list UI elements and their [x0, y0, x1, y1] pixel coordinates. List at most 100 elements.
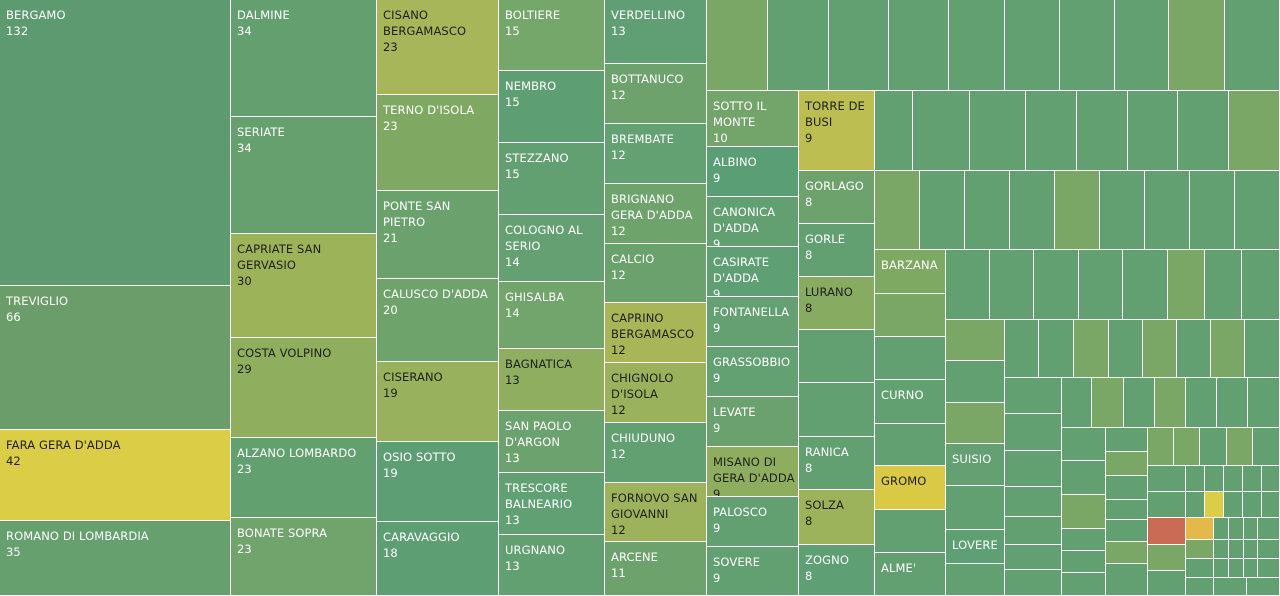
treemap-tile[interactable] [1055, 171, 1100, 250]
treemap-tile-casirate-dadda[interactable]: CASIRATE D'ADDA 9 [707, 247, 799, 297]
treemap-tile-suisio[interactable]: SUISIO [946, 444, 1005, 486]
treemap-tile[interactable] [1186, 378, 1217, 428]
treemap-tile[interactable] [1245, 320, 1280, 378]
treemap-tile-gromo[interactable]: GROMO [875, 466, 946, 510]
treemap-tile[interactable] [946, 403, 1005, 444]
treemap-tile[interactable] [1106, 452, 1148, 476]
treemap-tile[interactable] [1145, 171, 1190, 250]
treemap-tile-curno[interactable]: CURNO [875, 380, 946, 424]
treemap-tile-san-paolo-dargon[interactable]: SAN PAOLO D'ARGON 13 [499, 411, 605, 473]
treemap-tile[interactable] [1109, 320, 1143, 378]
treemap-tile[interactable] [1079, 250, 1123, 320]
treemap-tile[interactable] [1106, 428, 1148, 452]
treemap-tile[interactable] [1005, 320, 1039, 378]
treemap-tile[interactable] [1224, 466, 1243, 492]
treemap-tile[interactable] [1248, 378, 1280, 428]
treemap-tile[interactable] [1010, 171, 1055, 250]
treemap-tile[interactable] [1244, 559, 1258, 578]
treemap-tile[interactable] [1060, 0, 1115, 91]
treemap-tile[interactable] [1148, 518, 1186, 545]
treemap-tile[interactable] [1200, 428, 1227, 466]
treemap-tile-canonica-dadda[interactable]: CANONICA D'ADDA 9 [707, 197, 799, 247]
treemap-tile[interactable] [1262, 492, 1280, 518]
treemap-tile-ranica[interactable]: RANICA 8 [799, 437, 875, 490]
treemap-tile[interactable] [1034, 250, 1079, 320]
treemap-tile[interactable] [1168, 250, 1205, 320]
treemap-tile[interactable] [1242, 250, 1280, 320]
treemap-tile-solza[interactable]: SOLZA 8 [799, 490, 875, 545]
treemap-tile-gorle[interactable]: GORLE 8 [799, 224, 875, 277]
treemap-tile[interactable] [965, 171, 1010, 250]
treemap-tile[interactable] [1229, 559, 1244, 578]
treemap-tile[interactable] [1190, 171, 1235, 250]
treemap-tile-palosco[interactable]: PALOSCO 9 [707, 497, 799, 547]
treemap-tile[interactable] [1062, 529, 1106, 551]
treemap-tile[interactable] [1178, 91, 1229, 171]
treemap-tile[interactable] [1258, 518, 1280, 540]
treemap-tile-treviglio[interactable]: TREVIGLIO 66 [0, 286, 231, 430]
treemap-tile[interactable] [1062, 461, 1106, 495]
treemap-tile-cisano-bergamasco[interactable]: CISANO BERGAMASCO 23 [377, 0, 499, 95]
treemap-tile-arcene[interactable]: ARCENE 11 [605, 542, 707, 596]
treemap-tile-brembate[interactable]: BREMBATE 12 [605, 124, 707, 184]
treemap-tile-romano-di-lombardia[interactable]: ROMANO DI LOMBARDIA 35 [0, 521, 231, 596]
treemap-tile[interactable] [1244, 518, 1258, 540]
treemap-tile[interactable] [1106, 564, 1148, 596]
treemap-tile-nembro[interactable]: NEMBRO 15 [499, 71, 605, 143]
treemap-tile[interactable] [949, 0, 1005, 91]
treemap-tile[interactable] [1186, 466, 1205, 492]
treemap-tile[interactable] [1262, 466, 1280, 492]
treemap-tile[interactable] [1100, 171, 1145, 250]
treemap-tile-gorlago[interactable]: GORLAGO 8 [799, 171, 875, 224]
treemap-tile[interactable] [1005, 487, 1062, 517]
treemap-tile[interactable] [1148, 466, 1186, 492]
treemap-tile[interactable] [1005, 0, 1060, 91]
treemap-tile[interactable] [1062, 573, 1106, 596]
treemap-tile[interactable] [1124, 378, 1155, 428]
treemap-tile[interactable] [1005, 545, 1062, 570]
treemap-tile-bottanuco[interactable]: BOTTANUCO 12 [605, 64, 707, 124]
treemap-tile[interactable] [1214, 559, 1229, 578]
treemap-tile[interactable] [1224, 492, 1243, 518]
treemap-tile-albino[interactable]: ALBINO 9 [707, 147, 799, 197]
treemap-tile[interactable] [875, 171, 920, 250]
treemap-tile-fontanella[interactable]: FONTANELLA 9 [707, 297, 799, 347]
treemap-tile[interactable] [920, 171, 965, 250]
treemap-tile[interactable] [1227, 428, 1253, 466]
treemap-tile[interactable] [1186, 492, 1205, 518]
treemap-tile[interactable] [1106, 476, 1148, 500]
treemap-tile-capriate-san-gervasio[interactable]: CAPRIATE SAN GERVASIO 30 [231, 234, 377, 338]
treemap-tile-torre-de-busi[interactable]: TORRE DE BUSI 9 [799, 91, 875, 171]
treemap-tile[interactable] [1186, 559, 1214, 578]
treemap-tile-sovere[interactable]: SOVERE 9 [707, 547, 799, 596]
treemap-tile[interactable] [946, 564, 1005, 596]
treemap-tile[interactable] [1169, 0, 1225, 91]
treemap-tile[interactable] [875, 294, 946, 337]
treemap-tile-seriate[interactable]: SERIATE 34 [231, 117, 377, 234]
treemap-tile[interactable] [1106, 542, 1148, 564]
treemap-tile-alzano-lombardo[interactable]: ALZANO LOMBARDO 23 [231, 438, 377, 518]
treemap-tile-costa-volpino[interactable]: COSTA VOLPINO 29 [231, 338, 377, 438]
treemap-tile[interactable] [1128, 91, 1178, 171]
treemap-tile-barzana[interactable]: BARZANA [875, 250, 946, 294]
treemap-tile[interactable] [1106, 500, 1148, 520]
treemap-tile[interactable] [1205, 492, 1224, 518]
treemap-tile-zogno[interactable]: ZOGNO 8 [799, 545, 875, 596]
treemap-tile-bonate-sopra[interactable]: BONATE SOPRA 23 [231, 518, 377, 596]
treemap-tile[interactable] [1115, 0, 1169, 91]
treemap-tile[interactable] [1258, 540, 1280, 559]
treemap-tile[interactable] [1062, 551, 1106, 573]
treemap-tile[interactable] [1205, 250, 1242, 320]
treemap-tile[interactable] [1005, 517, 1062, 545]
treemap-tile[interactable] [707, 0, 768, 91]
treemap-tile[interactable] [1039, 320, 1074, 378]
treemap-tile[interactable] [1177, 320, 1211, 378]
treemap-tile[interactable] [875, 424, 946, 466]
treemap-tile[interactable] [1214, 518, 1229, 540]
treemap-tile[interactable] [1106, 520, 1148, 542]
treemap-tile-calcio[interactable]: CALCIO 12 [605, 244, 707, 303]
treemap-tile[interactable] [768, 0, 829, 91]
treemap-tile-caravaggio[interactable]: CARAVAGGIO 18 [377, 522, 499, 596]
treemap-tile[interactable] [829, 0, 889, 91]
treemap-tile-ponte-san-pietro[interactable]: PONTE SAN PIETRO 21 [377, 191, 499, 279]
